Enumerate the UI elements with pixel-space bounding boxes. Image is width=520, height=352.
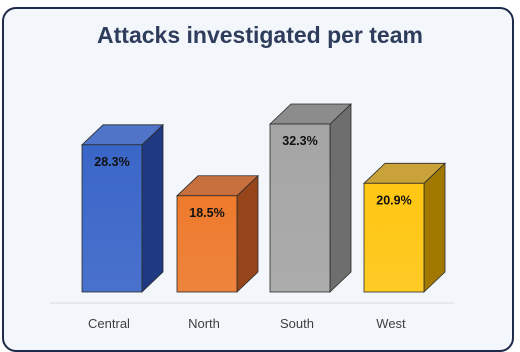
bar-west	[363, 162, 446, 293]
bar-front-face	[269, 123, 331, 293]
bar-side-face	[423, 162, 446, 293]
bar-north	[176, 174, 259, 293]
chart-title: Attacks investigated per team	[97, 22, 423, 48]
labels-group: 28.3% Central 18.5% North 32.3% South 20.9% Wes…	[88, 134, 412, 331]
bar-south	[269, 103, 352, 293]
bar-front-face	[176, 195, 238, 293]
data-label-south: 32.3%	[282, 134, 317, 148]
category-label-west: West	[376, 316, 406, 331]
bars-group	[80, 103, 446, 293]
data-label-north: 18.5%	[189, 206, 224, 220]
category-label-north: North	[188, 316, 220, 331]
category-label-south: South	[280, 316, 314, 331]
data-label-central: 28.3%	[94, 155, 129, 169]
bar-central	[80, 123, 165, 293]
bar-front-face	[363, 182, 425, 293]
bar-chart: 28.3% Central 18.5% North 32.3% South 20.9% Wes…	[50, 103, 455, 331]
bar-front-face	[81, 144, 143, 293]
data-label-west: 20.9%	[376, 193, 411, 207]
bar-side-face	[141, 123, 164, 293]
category-label-central: Central	[88, 316, 130, 331]
bar-side-face	[329, 103, 352, 293]
